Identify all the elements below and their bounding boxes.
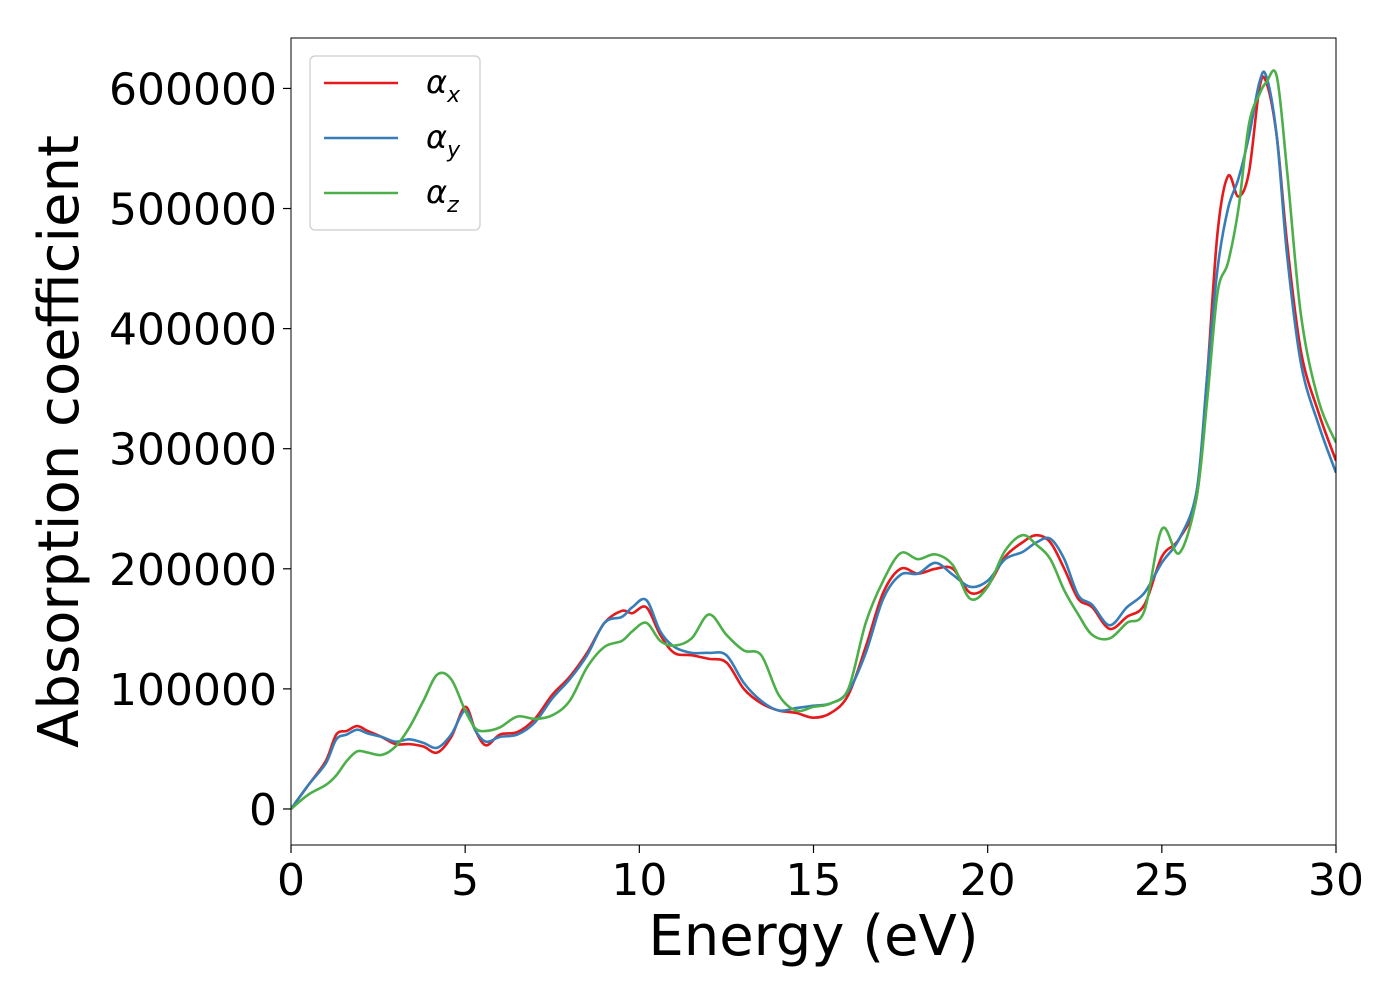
y-tick-label: 100000 xyxy=(109,665,277,716)
x-tick-label: 15 xyxy=(786,855,842,906)
series-line-z xyxy=(291,69,1336,810)
legend-label-x: αx xyxy=(426,63,461,108)
x-tick-label: 20 xyxy=(960,855,1016,906)
y-tick-label: 200000 xyxy=(109,545,277,596)
y-tick-label: 300000 xyxy=(109,425,277,476)
x-axis-label: Energy (eV) xyxy=(648,904,978,969)
series-layer xyxy=(291,69,1336,810)
y-axis-label: Absorption coefficient xyxy=(27,135,92,748)
y-tick-label: 400000 xyxy=(109,305,277,356)
legend-label-y: αy xyxy=(426,118,461,163)
y-tick-label: 0 xyxy=(249,785,277,836)
legend: αx αy αz xyxy=(309,55,481,231)
y-tick-label: 600000 xyxy=(109,64,277,115)
x-tick-label: 30 xyxy=(1308,855,1364,906)
x-tick-label: 0 xyxy=(277,855,305,906)
y-axis-ticks: 0 100000 200000 300000 400000 500000 600000 xyxy=(109,64,291,836)
x-tick-label: 5 xyxy=(451,855,479,906)
x-axis-ticks: 0 5 10 15 20 25 30 xyxy=(277,845,1364,906)
legend-box xyxy=(309,55,481,231)
x-tick-label: 10 xyxy=(611,855,667,906)
legend-label-z: αz xyxy=(426,173,459,218)
y-tick-label: 500000 xyxy=(109,185,277,236)
x-tick-label: 25 xyxy=(1134,855,1190,906)
